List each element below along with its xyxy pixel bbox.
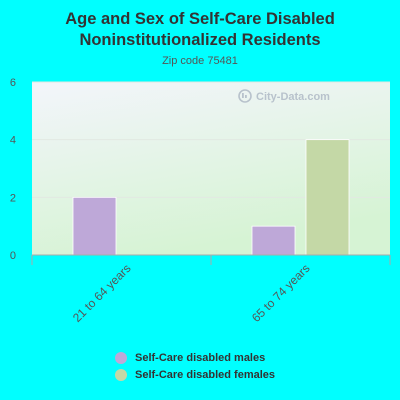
- legend-label-females: Self-Care disabled females: [135, 368, 276, 381]
- legend-swatch-females: [115, 368, 127, 381]
- legend: Self-Care disabled males Self-Care disab…: [115, 349, 275, 383]
- y-tick-label: 2: [10, 192, 16, 204]
- legend-label-males: Self-Care disabled males: [135, 351, 266, 364]
- legend-item-females: Self-Care disabled females: [115, 366, 275, 383]
- bar-males-0: [72, 196, 117, 256]
- x-tick-label: 65 to 74 years: [249, 261, 313, 325]
- bar-males-1: [251, 225, 296, 256]
- watermark-text: City-Data.com: [256, 91, 330, 103]
- watermark-logo-icon: [238, 89, 252, 103]
- legend-item-males: Self-Care disabled males: [115, 349, 275, 366]
- y-tick-label: 4: [10, 135, 16, 147]
- watermark: City-Data.com: [238, 89, 330, 103]
- chart-title-line-2: Noninstitutionalized Residents: [79, 31, 321, 49]
- chart-title: Age and Sex of Self-Care Disabled Nonins…: [0, 9, 400, 51]
- chart-subtitle: Zip code 75481: [162, 55, 238, 67]
- legend-swatch-males: [115, 351, 127, 364]
- bar-females-1: [305, 139, 350, 256]
- x-tick-label: 21 to 64 years: [70, 261, 134, 325]
- y-tick-label: 6: [10, 77, 16, 89]
- y-tick-label: 0: [10, 250, 16, 262]
- chart-title-line-1: Age and Sex of Self-Care Disabled: [65, 10, 335, 28]
